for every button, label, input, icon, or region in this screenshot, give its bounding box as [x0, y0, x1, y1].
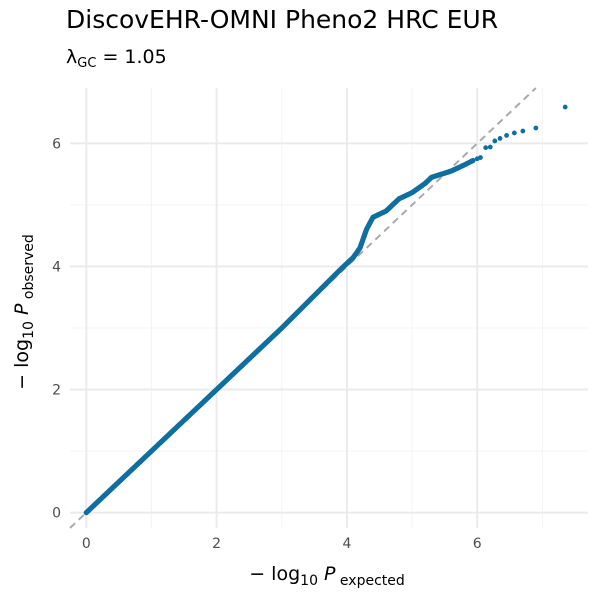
- y-tick-labels: 0 2 4 6: [52, 136, 61, 521]
- chart-subtitle: λGC = 1.05: [66, 46, 167, 71]
- data-point: [483, 145, 489, 151]
- lambda-subscript: GC: [77, 56, 97, 71]
- x-tick-label: 2: [212, 536, 221, 552]
- grid-lines: [70, 88, 588, 528]
- x-tick-label: 4: [342, 536, 351, 552]
- x-tick-labels: 0 2 4 6: [82, 536, 482, 552]
- data-point: [562, 104, 568, 110]
- lambda-value: = 1.05: [96, 46, 167, 68]
- data-point: [511, 130, 517, 136]
- x-axis-label: − log10 P expected: [249, 563, 405, 589]
- data-point: [520, 128, 526, 134]
- y-tick-label: 4: [52, 259, 61, 275]
- data-point: [497, 136, 503, 141]
- data-point: [492, 138, 498, 144]
- chart-title: DiscovEHR-OMNI Pheno2 HRC EUR: [66, 5, 499, 34]
- reference-line: [69, 87, 537, 529]
- x-tick-label: 6: [473, 536, 482, 552]
- y-tick-label: 2: [52, 383, 61, 399]
- data-point: [478, 155, 483, 160]
- y-tick-label: 6: [52, 136, 61, 152]
- data-point: [487, 144, 493, 150]
- data-point: [533, 125, 539, 131]
- y-axis-label: − log10 P observed: [11, 234, 37, 390]
- y-tick-label: 0: [52, 506, 61, 522]
- data-points: [83, 104, 568, 516]
- lambda-symbol: λ: [66, 46, 78, 68]
- x-tick-label: 0: [82, 536, 91, 552]
- data-point: [470, 157, 476, 164]
- data-point: [504, 132, 509, 138]
